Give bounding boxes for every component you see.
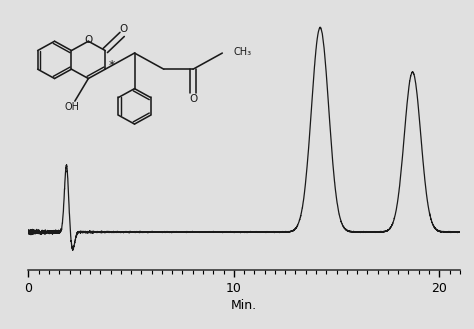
- Text: CH₃: CH₃: [234, 47, 252, 57]
- Text: O: O: [189, 94, 197, 104]
- X-axis label: Min.: Min.: [231, 299, 257, 312]
- Text: OH: OH: [64, 102, 79, 113]
- Text: *: *: [109, 59, 115, 71]
- Text: O: O: [84, 35, 92, 45]
- Text: O: O: [119, 24, 128, 34]
